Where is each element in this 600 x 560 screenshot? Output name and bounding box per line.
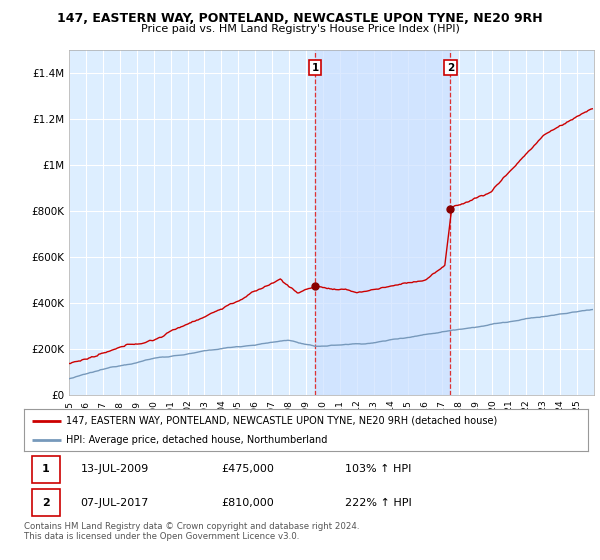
Text: HPI: Average price, detached house, Northumberland: HPI: Average price, detached house, Nort… [66,435,328,445]
Text: £475,000: £475,000 [221,464,274,474]
Text: 147, EASTERN WAY, PONTELAND, NEWCASTLE UPON TYNE, NE20 9RH: 147, EASTERN WAY, PONTELAND, NEWCASTLE U… [57,12,543,25]
FancyBboxPatch shape [32,489,59,516]
Text: 13-JUL-2009: 13-JUL-2009 [80,464,149,474]
Text: 103% ↑ HPI: 103% ↑ HPI [346,464,412,474]
Text: £810,000: £810,000 [221,497,274,507]
Text: 2: 2 [42,497,50,507]
Text: Price paid vs. HM Land Registry's House Price Index (HPI): Price paid vs. HM Land Registry's House … [140,24,460,34]
Text: 1: 1 [311,63,319,73]
Text: Contains HM Land Registry data © Crown copyright and database right 2024.
This d: Contains HM Land Registry data © Crown c… [24,522,359,542]
FancyBboxPatch shape [32,455,59,483]
Text: 07-JUL-2017: 07-JUL-2017 [80,497,149,507]
Text: 222% ↑ HPI: 222% ↑ HPI [346,497,412,507]
Text: 147, EASTERN WAY, PONTELAND, NEWCASTLE UPON TYNE, NE20 9RH (detached house): 147, EASTERN WAY, PONTELAND, NEWCASTLE U… [66,416,497,426]
Text: 1: 1 [42,464,50,474]
Bar [315,50,451,395]
Text: 2: 2 [447,63,454,73]
